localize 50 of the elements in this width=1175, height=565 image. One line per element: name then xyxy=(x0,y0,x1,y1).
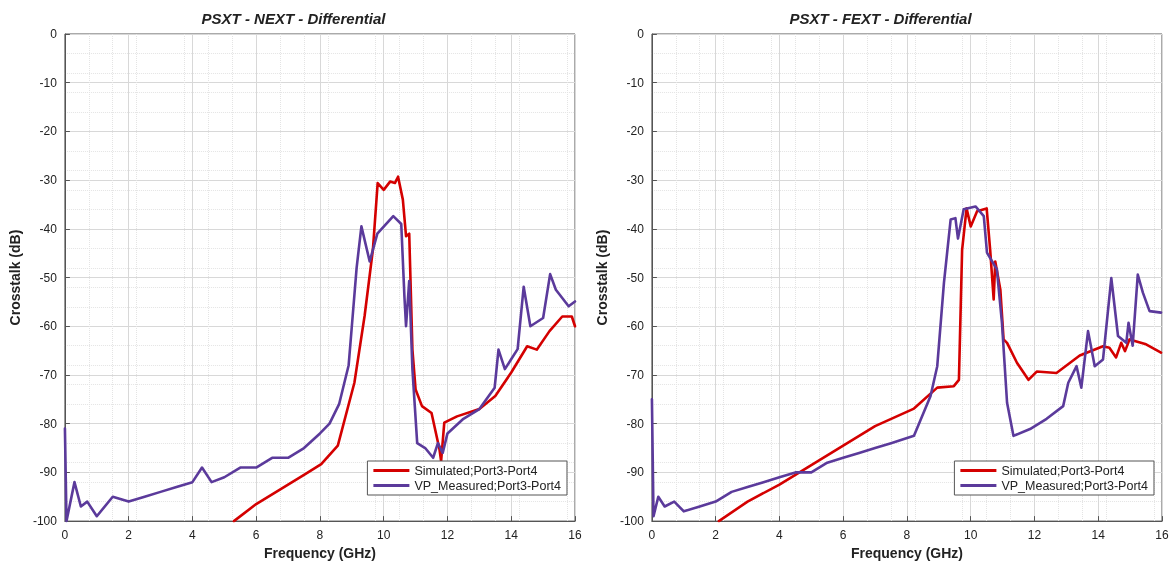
y-tick-label: -10 xyxy=(39,75,58,90)
x-tick-label: 12 xyxy=(440,528,455,543)
y-tick-label: -60 xyxy=(39,319,58,334)
x-axis-title: Frequency (GHz) xyxy=(263,545,376,561)
x-tick-label: 10 xyxy=(377,528,391,543)
y-tick-label: -20 xyxy=(626,124,645,139)
x-tick-label: 10 xyxy=(964,528,978,543)
x-tick-label: 2 xyxy=(125,528,133,543)
y-tick-label: -50 xyxy=(626,270,645,285)
x-tick-label: 14 xyxy=(504,528,519,543)
y-tick-label: 0 xyxy=(50,27,58,41)
legend-label: VP_Measured;Port3-Port4 xyxy=(414,478,562,493)
y-tick-label: -90 xyxy=(626,465,645,480)
y-axis-title: Crosstalk (dB) xyxy=(7,229,23,326)
y-tick-label: -70 xyxy=(626,367,645,382)
chart-title: PSXT - FEXT - Differential xyxy=(789,10,973,27)
legend-label: VP_Measured;Port3-Port4 xyxy=(1001,478,1149,493)
y-tick-label: -40 xyxy=(626,221,645,236)
x-tick-label: 0 xyxy=(61,528,69,543)
x-tick-label: 8 xyxy=(903,528,911,543)
x-tick-label: 8 xyxy=(316,528,324,543)
x-tick-label: 6 xyxy=(839,528,847,543)
x-tick-label: 0 xyxy=(648,528,656,543)
y-tick-label: -30 xyxy=(626,173,645,188)
legend-label: Simulated;Port3-Port4 xyxy=(1001,463,1125,478)
chart-title: PSXT - NEXT - Differential xyxy=(201,10,387,27)
y-tick-label: -30 xyxy=(39,173,58,188)
y-tick-label: -10 xyxy=(626,75,645,90)
x-axis-title: Frequency (GHz) xyxy=(850,545,963,561)
x-tick-label: 4 xyxy=(776,528,784,543)
x-tick-label: 2 xyxy=(712,528,720,543)
y-tick-label: -40 xyxy=(39,221,58,236)
y-tick-label: -50 xyxy=(39,270,58,285)
x-tick-label: 4 xyxy=(189,528,197,543)
x-tick-label: 6 xyxy=(252,528,260,543)
y-tick-label: 0 xyxy=(637,27,645,41)
y-tick-label: -90 xyxy=(39,465,58,480)
y-tick-label: -80 xyxy=(626,416,645,431)
y-tick-label: -60 xyxy=(626,319,645,334)
y-tick-label: -80 xyxy=(39,416,58,431)
x-tick-label: 16 xyxy=(568,528,582,543)
y-tick-label: -100 xyxy=(32,514,58,529)
y-tick-label: -20 xyxy=(39,124,58,139)
x-tick-label: 16 xyxy=(1155,528,1169,543)
x-tick-label: 14 xyxy=(1091,528,1106,543)
y-tick-label: -100 xyxy=(619,514,645,529)
y-axis-title: Crosstalk (dB) xyxy=(594,229,610,326)
legend-label: Simulated;Port3-Port4 xyxy=(414,463,538,478)
x-tick-label: 12 xyxy=(1027,528,1042,543)
y-tick-label: -70 xyxy=(39,367,58,382)
